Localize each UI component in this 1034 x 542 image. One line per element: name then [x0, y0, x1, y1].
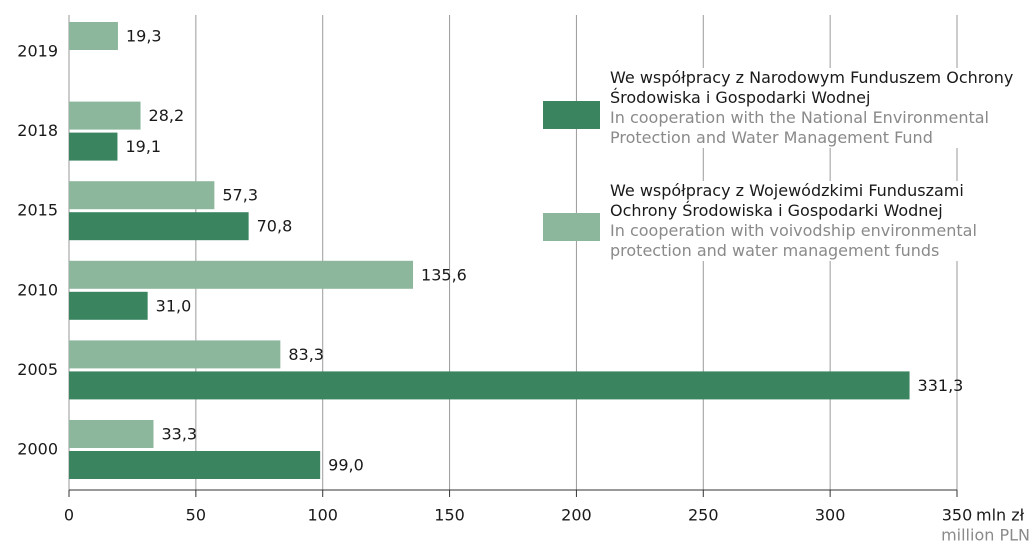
x-tick-label: 0 [64, 506, 74, 525]
x-axis-label-en: million PLN [941, 526, 1030, 542]
value-label: 135,6 [421, 265, 467, 284]
legend-label-en: In cooperation with the National Environ… [610, 108, 989, 147]
x-axis-label: mln zł [976, 506, 1025, 525]
legend-item: We współpracy z Wojewódzkimi Funduszami … [610, 181, 1030, 261]
bar [69, 340, 281, 369]
y-tick-label: 2015 [17, 201, 58, 220]
value-label: 331,3 [918, 376, 964, 395]
y-tick-label: 2018 [17, 121, 58, 140]
y-tick-label: 2010 [17, 280, 58, 299]
value-label: 31,0 [156, 296, 192, 315]
value-label: 28,2 [149, 106, 185, 125]
x-tick-label: 350 [942, 506, 973, 525]
bar [69, 212, 249, 241]
legend-swatch [543, 101, 600, 129]
x-tick-label: 150 [434, 506, 465, 525]
y-tick-label: 2019 [17, 42, 58, 61]
y-tick-label: 2005 [17, 360, 58, 379]
x-tick-label: 50 [186, 506, 206, 525]
bar [69, 22, 118, 50]
legend-label: We współpracy z Narodowym Funduszem Ochr… [610, 68, 1014, 107]
legend-label: We współpracy z Wojewódzkimi Funduszami … [610, 181, 964, 220]
x-tick-label: 200 [561, 506, 592, 525]
bar [69, 420, 154, 448]
legend-label-en: In cooperation with voivodship environme… [610, 221, 977, 260]
bar [69, 132, 118, 161]
y-tick-label: 2000 [17, 440, 58, 459]
legend-item: We współpracy z Narodowym Funduszem Ochr… [610, 68, 1030, 148]
value-label: 83,3 [288, 345, 324, 364]
value-label: 99,0 [328, 456, 364, 475]
bar [69, 181, 215, 210]
value-label: 19,1 [125, 137, 161, 156]
value-label: 57,3 [222, 186, 258, 205]
x-tick-label: 100 [307, 506, 338, 525]
legend-swatch [543, 213, 600, 241]
value-label: 19,3 [126, 27, 162, 46]
bar [69, 291, 148, 320]
bar [69, 451, 321, 479]
x-tick-label: 300 [815, 506, 846, 525]
bar [69, 101, 141, 130]
bar [69, 371, 910, 400]
value-label: 70,8 [257, 217, 293, 236]
bar [69, 260, 414, 289]
value-label: 33,3 [161, 425, 197, 444]
x-tick-label: 250 [688, 506, 719, 525]
